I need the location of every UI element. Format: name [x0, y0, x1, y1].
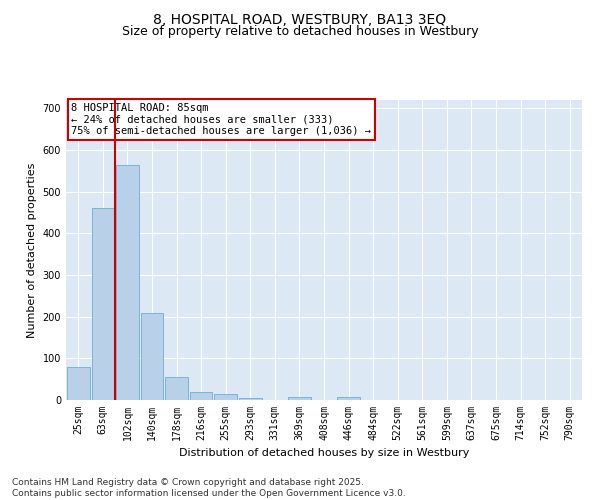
Text: Contains HM Land Registry data © Crown copyright and database right 2025.
Contai: Contains HM Land Registry data © Crown c…	[12, 478, 406, 498]
Bar	[116, 164, 139, 400]
Bar	[288, 396, 311, 400]
Bar	[140, 312, 163, 400]
Bar	[239, 398, 262, 400]
Text: 8 HOSPITAL ROAD: 85sqm
← 24% of detached houses are smaller (333)
75% of semi-de: 8 HOSPITAL ROAD: 85sqm ← 24% of detached…	[71, 103, 371, 136]
Bar	[92, 208, 114, 400]
X-axis label: Distribution of detached houses by size in Westbury: Distribution of detached houses by size …	[179, 448, 469, 458]
Bar	[67, 366, 89, 400]
Text: Size of property relative to detached houses in Westbury: Size of property relative to detached ho…	[122, 25, 478, 38]
Bar	[214, 394, 237, 400]
Text: 8, HOSPITAL ROAD, WESTBURY, BA13 3EQ: 8, HOSPITAL ROAD, WESTBURY, BA13 3EQ	[154, 12, 446, 26]
Y-axis label: Number of detached properties: Number of detached properties	[27, 162, 37, 338]
Bar	[337, 396, 360, 400]
Bar	[165, 377, 188, 400]
Bar	[190, 392, 212, 400]
